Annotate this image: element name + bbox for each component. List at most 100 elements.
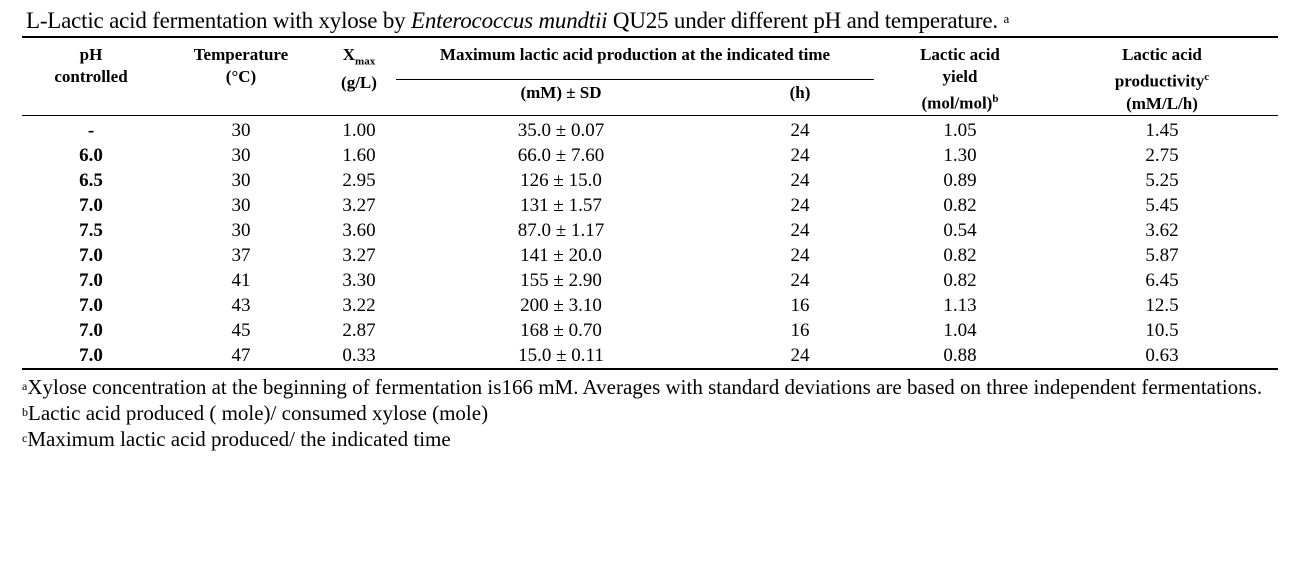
footnote-mark: a xyxy=(22,379,27,393)
cell-xmax: 3.30 xyxy=(322,268,396,293)
cell-xmax: 3.22 xyxy=(322,293,396,318)
table-row: 7.0470.3315.0 ± 0.11240.880.63 xyxy=(22,343,1278,369)
cell-ph: 6.5 xyxy=(22,168,160,193)
cell-productivity: 12.5 xyxy=(1046,293,1278,318)
cell-time: 24 xyxy=(726,243,874,268)
table-row: 7.0303.27131 ± 1.57240.825.45 xyxy=(22,193,1278,218)
cell-ph: 7.0 xyxy=(22,318,160,343)
cell-prod: 35.0 ± 0.07 xyxy=(396,115,726,143)
table-row: 6.0301.6066.0 ± 7.60241.302.75 xyxy=(22,143,1278,168)
header-xmax: Xmax (g/L) xyxy=(322,37,396,115)
cell-prod: 141 ± 20.0 xyxy=(396,243,726,268)
table-caption: L-Lactic acid fermentation with xylose b… xyxy=(22,6,1278,36)
cell-time: 24 xyxy=(726,115,874,143)
cell-temp: 45 xyxy=(160,318,322,343)
header-ph: pH controlled xyxy=(22,37,160,115)
cell-yield: 0.54 xyxy=(874,218,1046,243)
cell-time: 24 xyxy=(726,168,874,193)
cell-xmax: 1.60 xyxy=(322,143,396,168)
cell-yield: 1.04 xyxy=(874,318,1046,343)
cell-prod: 200 ± 3.10 xyxy=(396,293,726,318)
table-row: -301.0035.0 ± 0.07241.051.45 xyxy=(22,115,1278,143)
caption-footnote-mark: a xyxy=(1003,11,1009,26)
cell-temp: 43 xyxy=(160,293,322,318)
cell-time: 24 xyxy=(726,193,874,218)
header-yield: Lactic acid yield (mol/mol)b xyxy=(874,37,1046,115)
cell-prod: 66.0 ± 7.60 xyxy=(396,143,726,168)
cell-productivity: 5.87 xyxy=(1046,243,1278,268)
cell-prod: 168 ± 0.70 xyxy=(396,318,726,343)
cell-yield: 1.05 xyxy=(874,115,1046,143)
header-row: pH controlled Temperature (°C) Xmax (g/L… xyxy=(22,37,1278,79)
footnotes: aXylose concentration at the beginning o… xyxy=(22,374,1278,452)
cell-productivity: 3.62 xyxy=(1046,218,1278,243)
table-row: 6.5302.95126 ± 15.0240.895.25 xyxy=(22,168,1278,193)
caption-suffix: QU25 under different pH and temperature. xyxy=(607,8,998,33)
table-row: 7.0452.87168 ± 0.70161.0410.5 xyxy=(22,318,1278,343)
cell-prod: 126 ± 15.0 xyxy=(396,168,726,193)
cell-prod: 131 ± 1.57 xyxy=(396,193,726,218)
cell-productivity: 5.45 xyxy=(1046,193,1278,218)
cell-time: 24 xyxy=(726,268,874,293)
cell-productivity: 6.45 xyxy=(1046,268,1278,293)
cell-temp: 30 xyxy=(160,115,322,143)
cell-xmax: 2.87 xyxy=(322,318,396,343)
table-row: 7.5303.6087.0 ± 1.17240.543.62 xyxy=(22,218,1278,243)
cell-temp: 30 xyxy=(160,193,322,218)
table-row: 7.0433.22200 ± 3.10161.1312.5 xyxy=(22,293,1278,318)
cell-temp: 47 xyxy=(160,343,322,369)
cell-yield: 1.30 xyxy=(874,143,1046,168)
cell-yield: 0.88 xyxy=(874,343,1046,369)
cell-xmax: 3.27 xyxy=(322,193,396,218)
cell-yield: 0.82 xyxy=(874,243,1046,268)
header-hours: (h) xyxy=(726,79,874,115)
cell-productivity: 1.45 xyxy=(1046,115,1278,143)
cell-ph: 7.0 xyxy=(22,343,160,369)
footnote-mark: b xyxy=(22,405,28,419)
cell-productivity: 5.25 xyxy=(1046,168,1278,193)
cell-time: 24 xyxy=(726,143,874,168)
cell-temp: 41 xyxy=(160,268,322,293)
cell-ph: 7.0 xyxy=(22,293,160,318)
cell-ph: 7.5 xyxy=(22,218,160,243)
cell-temp: 30 xyxy=(160,168,322,193)
cell-ph: - xyxy=(22,115,160,143)
cell-xmax: 2.95 xyxy=(322,168,396,193)
cell-prod: 15.0 ± 0.11 xyxy=(396,343,726,369)
table-container: L-Lactic acid fermentation with xylose b… xyxy=(22,6,1278,452)
table-body: -301.0035.0 ± 0.07241.051.456.0301.6066.… xyxy=(22,115,1278,369)
fermentation-table: pH controlled Temperature (°C) Xmax (g/L… xyxy=(22,36,1278,370)
footnote-mark: c xyxy=(22,431,27,445)
cell-ph: 7.0 xyxy=(22,193,160,218)
caption-prefix: L-Lactic acid fermentation with xylose b… xyxy=(26,8,411,33)
header-temperature: Temperature (°C) xyxy=(160,37,322,115)
cell-temp: 30 xyxy=(160,218,322,243)
cell-ph: 6.0 xyxy=(22,143,160,168)
cell-time: 16 xyxy=(726,318,874,343)
cell-productivity: 10.5 xyxy=(1046,318,1278,343)
cell-ph: 7.0 xyxy=(22,243,160,268)
cell-time: 24 xyxy=(726,343,874,369)
table-row: 7.0373.27141 ± 20.0240.825.87 xyxy=(22,243,1278,268)
footnote-text: Lactic acid produced ( mole)/ consumed x… xyxy=(28,401,488,425)
cell-prod: 155 ± 2.90 xyxy=(396,268,726,293)
caption-organism: Enterococcus mundtii xyxy=(411,8,607,33)
cell-xmax: 3.60 xyxy=(322,218,396,243)
cell-productivity: 2.75 xyxy=(1046,143,1278,168)
cell-ph: 7.0 xyxy=(22,268,160,293)
footnote-b: bLactic acid produced ( mole)/ consumed … xyxy=(22,400,1278,426)
table-row: 7.0413.30155 ± 2.90240.826.45 xyxy=(22,268,1278,293)
footnote-text: Xylose concentration at the beginning of… xyxy=(27,375,1262,399)
header-productivity: Lactic acid productivityc (mM/L/h) xyxy=(1046,37,1278,115)
cell-time: 24 xyxy=(726,218,874,243)
cell-temp: 30 xyxy=(160,143,322,168)
cell-xmax: 0.33 xyxy=(322,343,396,369)
footnote-c: cMaximum lactic acid produced/ the indic… xyxy=(22,426,1278,452)
cell-prod: 87.0 ± 1.17 xyxy=(396,218,726,243)
cell-yield: 0.89 xyxy=(874,168,1046,193)
cell-yield: 1.13 xyxy=(874,293,1046,318)
cell-temp: 37 xyxy=(160,243,322,268)
cell-productivity: 0.63 xyxy=(1046,343,1278,369)
header-max-production: Maximum lactic acid production at the in… xyxy=(396,37,874,79)
cell-yield: 0.82 xyxy=(874,193,1046,218)
